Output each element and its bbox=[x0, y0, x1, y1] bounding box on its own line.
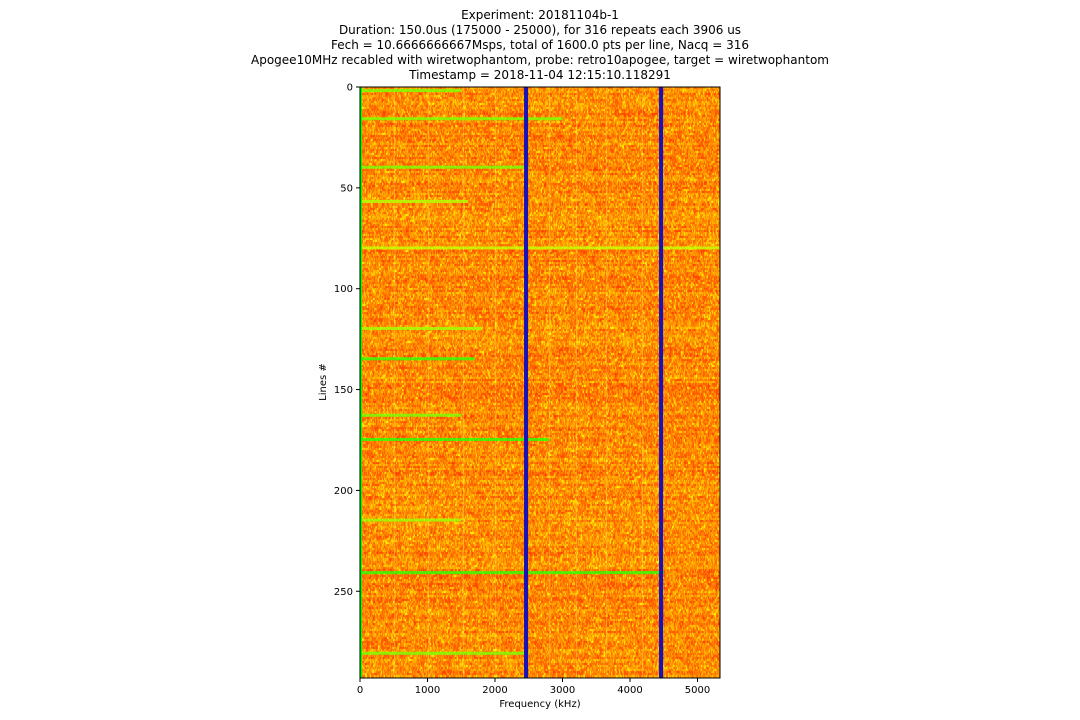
row-feature-163 bbox=[360, 413, 462, 417]
row-feature-120 bbox=[360, 327, 482, 331]
column-feature-2430khz bbox=[524, 87, 529, 678]
row-feature-57 bbox=[360, 199, 469, 203]
x-tick-label-0: 0 bbox=[357, 685, 363, 696]
row-feature-135 bbox=[360, 357, 475, 361]
x-axis-label: Frequency (kHz) bbox=[499, 699, 580, 710]
row-feature-281 bbox=[360, 651, 529, 655]
title-line-sampling: Fech = 10.6666666667Msps, total of 1600.… bbox=[330, 38, 750, 52]
row-feature-215 bbox=[360, 518, 462, 522]
x-tick-label-1000: 1000 bbox=[415, 685, 440, 696]
x-tick-label-5000: 5000 bbox=[685, 685, 710, 696]
row-feature-40 bbox=[360, 165, 529, 169]
title-line-duration: Duration: 150.0us (175000 - 25000), for … bbox=[338, 23, 742, 37]
y-axis-label: Lines # bbox=[318, 363, 329, 401]
title-line-experiment: Experiment: 20181104b-1 bbox=[461, 8, 619, 22]
y-tick-label-200: 200 bbox=[334, 486, 353, 497]
column-feature-4430khz bbox=[659, 87, 664, 678]
column-feature-0khz bbox=[360, 87, 362, 678]
x-tick-label-3000: 3000 bbox=[550, 685, 575, 696]
plot-frame bbox=[359, 86, 721, 679]
y-axis: 0 50 100 150 200 250 bbox=[334, 83, 360, 598]
title-line-setup: Apogee10MHz recabled with wiretwophantom… bbox=[251, 53, 829, 67]
row-feature-80 bbox=[360, 246, 720, 250]
y-tick-label-150: 150 bbox=[334, 385, 353, 396]
heatmap-plot-area bbox=[360, 87, 720, 678]
heatmap-raster bbox=[360, 87, 720, 678]
y-tick-label-50: 50 bbox=[340, 183, 353, 194]
row-feature-241 bbox=[360, 571, 664, 575]
x-tick-label-2000: 2000 bbox=[482, 685, 507, 696]
row-feature-16 bbox=[360, 117, 563, 121]
y-tick-label-100: 100 bbox=[334, 284, 353, 295]
x-tick-label-4000: 4000 bbox=[617, 685, 642, 696]
x-axis: 0 1000 2000 3000 4000 5000 bbox=[357, 678, 710, 696]
row-feature-175 bbox=[360, 437, 550, 441]
y-tick-label-250: 250 bbox=[334, 587, 353, 598]
y-tick-label-0: 0 bbox=[347, 83, 353, 94]
row-feature-2 bbox=[360, 89, 462, 93]
title-line-timestamp: Timestamp = 2018-11-04 12:15:10.118291 bbox=[409, 68, 671, 82]
heatmap-features bbox=[360, 87, 720, 678]
